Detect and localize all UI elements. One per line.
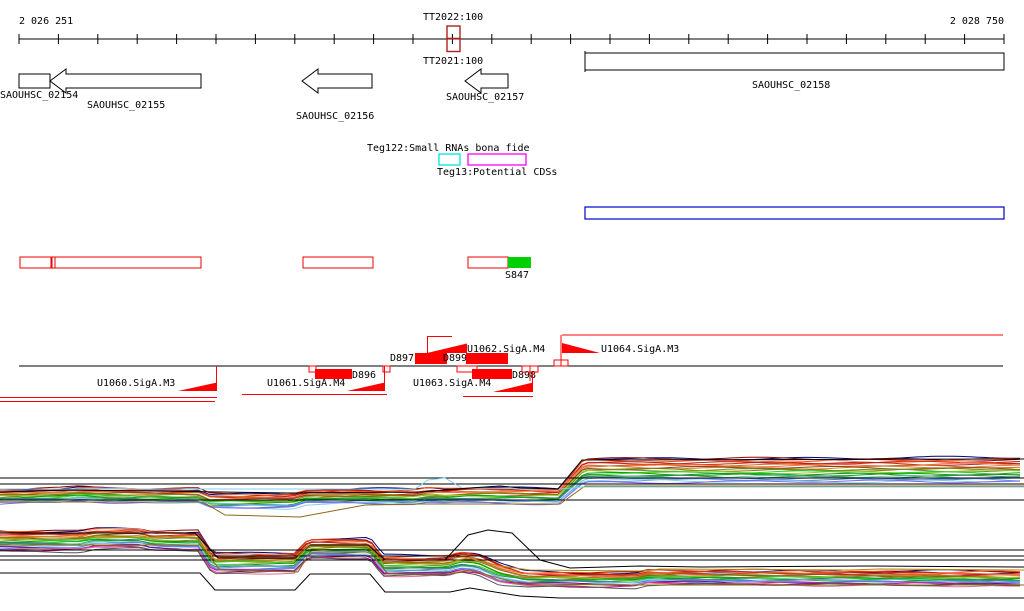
red-feature-box-3[interactable] [302, 256, 374, 269]
motif-label-u1063: U1063.SigA.M4 [413, 378, 491, 389]
expression-series[interactable] [0, 472, 1021, 506]
ruler-end-label: 2 028 750 [950, 16, 1004, 27]
gene-label-saouhsc-02157: SAOUHSC_02157 [446, 92, 524, 103]
teg-annotation-group: Teg122:Small RNAs bona fide Teg13:Potent… [367, 143, 557, 178]
red-feature-track: S847 [19, 256, 531, 281]
motif-label-d899: D899 [443, 353, 467, 364]
expression-plot-panel-forward[interactable] [0, 455, 1024, 518]
terminator-bottom-label: TT2021:100 [423, 56, 483, 67]
expression-series-outlier[interactable] [0, 477, 1024, 490]
gene-label-saouhsc-02156: SAOUHSC_02156 [296, 111, 374, 122]
motif-label-u1061: U1061.SigA.M4 [267, 378, 345, 389]
expression-series-outlier[interactable] [0, 572, 1024, 599]
gene-arrow-saouhsc-02155[interactable] [49, 68, 202, 94]
motif-label-d898: D898 [512, 370, 536, 381]
expression-series-outlier[interactable] [0, 458, 1024, 494]
expression-series-outlier[interactable] [0, 536, 1024, 572]
motif-label-u1062: U1062.SigA.M4 [467, 344, 545, 355]
teg13-cds-box[interactable] [467, 153, 527, 166]
potential-cds-box[interactable] [584, 206, 1005, 220]
expression-series[interactable] [0, 459, 1021, 497]
promoter-u1061-anchor[interactable] [382, 365, 391, 373]
promoter-glyph-u1064[interactable] [562, 343, 600, 353]
teg13-label: Teg13:Potential CDSs [437, 167, 557, 178]
promoter-glyph-u1061[interactable] [347, 382, 385, 392]
gene-arrow-saouhsc-02157[interactable] [464, 68, 509, 94]
expression-series-outlier[interactable] [0, 544, 1024, 586]
srna-s847-label: S847 [505, 270, 529, 281]
terminator-box-bottom[interactable] [446, 37, 461, 53]
gene-arrow-saouhsc-02154[interactable] [18, 73, 51, 89]
gene-arrow-saouhsc-02156[interactable] [301, 68, 373, 94]
motif-track: U1060.SigA.M3 U1061.SigA.M4 D896 D897 U1… [0, 334, 1003, 402]
red-feature-box-1[interactable] [19, 256, 52, 269]
teg122-srna-box[interactable] [438, 153, 461, 166]
motif-label-u1060: U1060.SigA.M3 [97, 378, 175, 389]
expression-series-outlier[interactable] [0, 529, 1024, 569]
terminator-box-top[interactable] [446, 25, 461, 40]
gene-label-saouhsc-02155: SAOUHSC_02155 [87, 100, 165, 111]
ruler[interactable]: 2 026 251 2 028 750 [18, 16, 1005, 44]
gene-track: SAOUHSC_02154 SAOUHSC_02155 SAOUHSC_0215… [0, 51, 1005, 122]
terminator-glyph-d898[interactable] [472, 369, 512, 379]
ruler-start-label: 2 026 251 [19, 16, 73, 27]
red-feature-box-2[interactable] [51, 256, 202, 269]
terminator-top-label: TT2022:100 [423, 12, 483, 23]
terminator-feature-pair[interactable]: TT2022:100 TT2021:100 [423, 12, 483, 67]
expression-series[interactable] [0, 460, 1021, 499]
promoter-glyph-u1062[interactable] [427, 343, 467, 354]
gene-label-saouhsc-02154: SAOUHSC_02154 [0, 90, 78, 101]
promoter-glyph-u1063[interactable] [493, 382, 533, 393]
red-feature-box-4[interactable] [467, 256, 509, 269]
teg122-label: Teg122:Small RNAs bona fide [367, 143, 530, 154]
motif-label-d897: D897 [390, 353, 414, 364]
expression-plot-panel-reverse[interactable] [0, 527, 1024, 599]
expression-series[interactable] [0, 466, 1021, 501]
terminator-glyph-d899[interactable] [466, 353, 508, 364]
terminator-glyph-d896[interactable] [315, 369, 352, 379]
srna-s847-box[interactable] [508, 257, 531, 268]
expression-series-outlier[interactable] [0, 485, 1024, 518]
gene-label-saouhsc-02158: SAOUHSC_02158 [752, 80, 830, 91]
promoter-glyph-u1060[interactable] [178, 382, 217, 392]
gene-box-saouhsc-02158[interactable] [584, 52, 1005, 71]
expression-series[interactable] [0, 477, 1021, 508]
motif-label-u1064: U1064.SigA.M3 [601, 344, 679, 355]
terminator-glyph-d897[interactable] [415, 353, 447, 364]
terminator-d896-anchor[interactable] [308, 365, 317, 373]
motif-label-d896: D896 [352, 370, 376, 381]
